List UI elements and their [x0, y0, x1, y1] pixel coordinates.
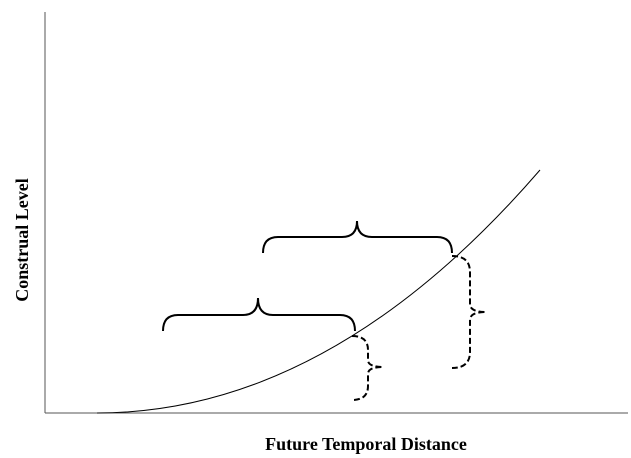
upper-horizontal-brace — [262, 220, 453, 254]
upper-vertical-brace — [451, 255, 487, 369]
x-axis-label: Future Temporal Distance — [265, 434, 467, 454]
y-axis-label: Construal Level — [12, 178, 32, 302]
curve — [96, 169, 541, 414]
lower-vertical-brace — [351, 335, 384, 401]
lower-horizontal-brace — [162, 297, 356, 332]
